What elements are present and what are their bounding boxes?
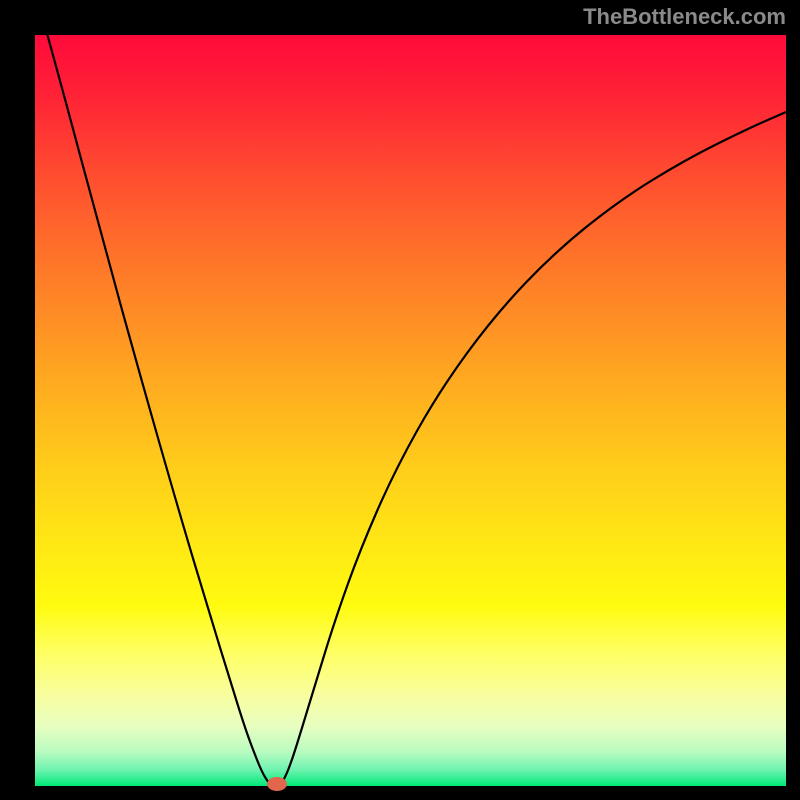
plot-area	[35, 35, 786, 786]
bottleneck-curve	[35, 35, 786, 786]
watermark-label: TheBottleneck.com	[583, 4, 786, 30]
optimal-point-marker	[267, 777, 287, 791]
chart-container: TheBottleneck.com	[0, 0, 800, 800]
